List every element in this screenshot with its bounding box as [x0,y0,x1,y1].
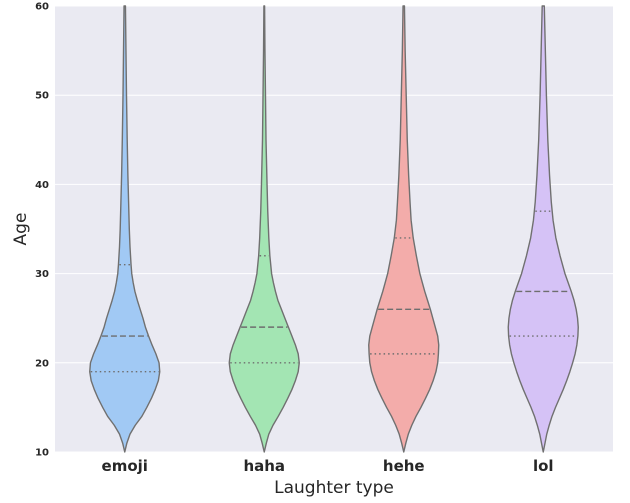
violin-hehe [368,5,440,453]
y-tick-label: 10 [35,448,49,459]
y-tick-label: 60 [35,2,49,13]
violin-emoji [89,5,161,453]
x-tick-labels: emoji haha hehe lol [102,457,554,475]
y-tick-labels: 10 20 30 40 50 60 [35,2,49,459]
y-axis-label: Age [11,213,31,246]
y-tick-label: 40 [35,180,49,191]
y-tick-label: 20 [35,358,49,369]
violin-haha [228,5,300,453]
x-axis-label: Laughter type [274,478,394,498]
violins [89,5,579,453]
x-tick-label: emoji [102,457,148,475]
x-tick-label: haha [243,457,285,475]
y-tick-label: 30 [35,269,49,280]
y-tick-label: 50 [35,91,49,102]
violin-lol [507,5,579,453]
x-tick-label: lol [533,457,554,475]
x-tick-label: hehe [383,457,425,475]
